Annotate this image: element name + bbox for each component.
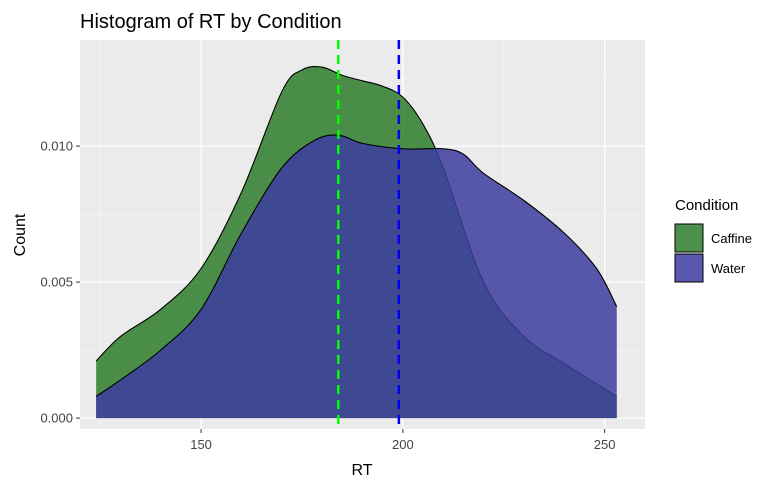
mean-lines (337, 40, 401, 429)
legend-swatch-water (674, 253, 704, 283)
y-tick-label: 0.005 (40, 275, 73, 290)
legend-swatch-caffine (674, 223, 704, 253)
x-tick-label: 150 (190, 437, 212, 452)
x-tick-label: 250 (594, 437, 616, 452)
density-area-water (96, 135, 617, 419)
x-axis-label: RT (351, 462, 372, 479)
x-tick-label: 200 (392, 437, 414, 452)
legend-item-caffine: Caffine (674, 223, 752, 253)
density-areas (95, 66, 618, 419)
legend-label-water: Water (711, 261, 746, 276)
legend-label-caffine: Caffine (711, 231, 752, 246)
legend-title: Condition (675, 197, 738, 214)
y-tick-label: 0.000 (40, 411, 73, 426)
density-outline-water (95, 134, 618, 397)
legend-item-water: Water (674, 253, 746, 283)
chart-title: Histogram of RT by Condition (80, 11, 342, 33)
y-axis-ticks: 0.000 0.005 0.010 (40, 139, 80, 426)
legend: Condition Caffine Water (674, 197, 752, 283)
y-axis-label: Count (12, 213, 29, 256)
y-tick-label: 0.010 (40, 139, 73, 154)
x-axis-ticks: 150 200 250 (190, 429, 615, 452)
